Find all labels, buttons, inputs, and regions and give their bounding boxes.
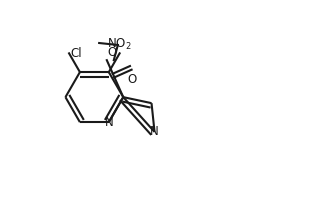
Text: NO$_2$: NO$_2$ — [107, 37, 132, 52]
Text: N: N — [150, 125, 159, 138]
Text: O: O — [108, 46, 117, 59]
Text: N: N — [104, 116, 113, 129]
Text: O: O — [127, 73, 136, 86]
Text: Cl: Cl — [70, 47, 82, 60]
